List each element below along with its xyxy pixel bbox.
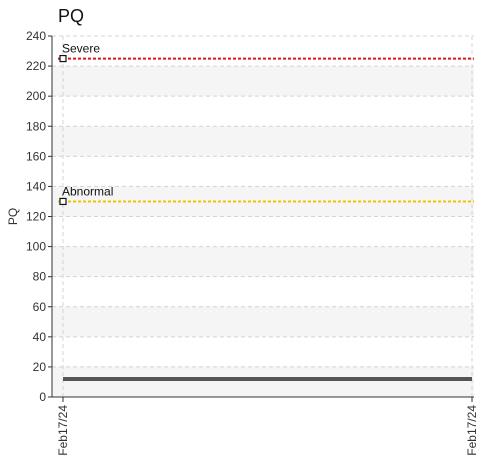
x-tick-label: Feb17/24: [56, 405, 70, 456]
chart-title: PQ: [58, 6, 84, 26]
threshold-label-severe: Severe: [62, 42, 100, 56]
grid-band: [52, 366, 474, 397]
y-tick-label: 40: [33, 330, 47, 344]
y-tick-label: 220: [26, 59, 46, 73]
x-tick-label: Feb17/24: [465, 405, 479, 456]
y-tick-label: 200: [26, 89, 46, 103]
grid-band: [52, 306, 474, 337]
y-tick-label: 20: [33, 360, 47, 374]
y-tick-label: 180: [26, 119, 46, 133]
y-tick-label: 120: [26, 210, 46, 224]
y-tick-label: 240: [26, 29, 46, 43]
y-tick-label: 160: [26, 149, 46, 163]
y-tick-label: 0: [39, 390, 46, 404]
y-tick-label: 60: [33, 300, 47, 314]
grid-band: [52, 126, 474, 157]
y-tick-label: 80: [33, 270, 47, 284]
grid: [52, 35, 474, 397]
y-tick-label: 140: [26, 179, 46, 193]
threshold-marker-abnormal: [59, 197, 67, 206]
threshold-marker-severe: [59, 54, 67, 63]
y-tick-label: 100: [26, 240, 46, 254]
thresholds: Severe Abnormal: [58, 42, 474, 206]
axes: 0 20 40 60 80 100 120 140 160 180 200 220 240 Feb17/2…: [26, 29, 479, 456]
threshold-label-abnormal: Abnormal: [62, 184, 113, 198]
grid-band: [52, 246, 474, 277]
y-axis-title: PQ: [6, 208, 20, 225]
grid-band: [52, 66, 474, 97]
